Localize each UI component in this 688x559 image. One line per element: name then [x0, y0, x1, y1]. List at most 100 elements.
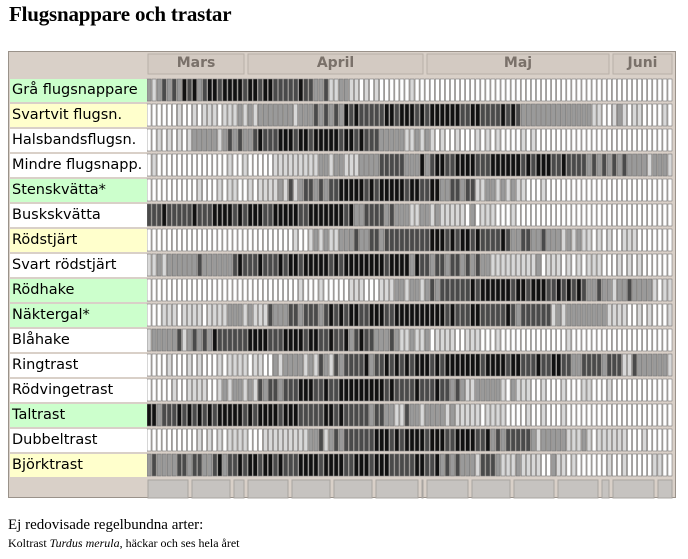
week-cell	[146, 303, 152, 327]
species-label: Rödstjärt	[10, 229, 147, 252]
week-cell	[268, 203, 273, 227]
week-cell	[647, 353, 653, 377]
week-cell	[328, 103, 334, 127]
week-cell	[612, 353, 617, 377]
week-cell	[343, 128, 349, 152]
week-cell	[151, 253, 157, 277]
week-cell	[414, 203, 420, 227]
week-cell	[404, 328, 410, 352]
week-cell	[232, 103, 238, 127]
week-cell	[333, 278, 339, 302]
week-cell	[303, 103, 309, 127]
week-cell	[156, 403, 162, 427]
week-cell	[667, 153, 673, 177]
week-cell	[505, 453, 511, 477]
week-cell	[429, 203, 435, 227]
week-cell	[197, 78, 202, 102]
week-cell	[338, 378, 344, 402]
week-cell	[526, 378, 531, 402]
week-cell	[409, 253, 415, 277]
week-cell	[354, 278, 359, 302]
week-cell	[546, 328, 551, 352]
week-cell	[450, 453, 455, 477]
week-cell	[586, 303, 592, 327]
week-cell	[283, 103, 288, 127]
week-cell	[273, 153, 278, 177]
week-cell	[561, 403, 567, 427]
week-cell	[465, 103, 470, 127]
month-juni: Juni	[627, 55, 658, 71]
week-cell	[414, 303, 420, 327]
week-cell	[359, 253, 364, 277]
week-cell	[156, 353, 162, 377]
week-cell	[318, 128, 324, 152]
week-cell	[627, 153, 632, 177]
week-cell	[359, 403, 364, 427]
week-cell	[657, 128, 663, 152]
week-cell	[561, 128, 567, 152]
week-cell	[434, 153, 440, 177]
species-label: Buskskvätta	[10, 204, 147, 227]
week-cell	[571, 353, 577, 377]
week-cell	[440, 428, 445, 452]
week-cell	[217, 428, 223, 452]
week-cell	[394, 403, 400, 427]
week-cell	[293, 178, 299, 202]
week-cell	[520, 403, 526, 427]
week-cell	[424, 78, 430, 102]
week-cell	[566, 353, 572, 377]
week-cell	[561, 178, 567, 202]
week-cell	[227, 128, 233, 152]
week-cell	[541, 428, 546, 452]
week-cell	[541, 403, 546, 427]
week-cell	[561, 353, 567, 377]
week-cell	[520, 203, 526, 227]
week-cell	[399, 253, 405, 277]
week-cell	[657, 428, 663, 452]
week-cell	[460, 428, 465, 452]
week-cell	[424, 278, 430, 302]
week-cell	[399, 78, 405, 102]
week-cell	[273, 128, 278, 152]
week-cell	[212, 178, 218, 202]
week-cell	[197, 278, 202, 302]
week-cell	[202, 353, 207, 377]
week-cell	[429, 453, 435, 477]
week-cell	[627, 303, 632, 327]
week-cell	[465, 353, 470, 377]
week-cell	[379, 278, 385, 302]
week-cell	[455, 328, 460, 352]
week-cell	[627, 378, 632, 402]
week-cell	[323, 303, 329, 327]
week-cell	[177, 303, 182, 327]
week-cell	[384, 453, 390, 477]
week-cell	[510, 203, 516, 227]
week-cell	[556, 303, 562, 327]
week-cell	[536, 178, 541, 202]
week-cell	[359, 303, 364, 327]
week-cell	[424, 153, 430, 177]
week-cell	[662, 253, 668, 277]
week-cell	[495, 403, 501, 427]
week-cell	[409, 328, 415, 352]
week-cell	[146, 228, 152, 252]
week-cell	[151, 103, 157, 127]
week-cell	[298, 303, 304, 327]
week-cell	[419, 378, 425, 402]
week-cell	[217, 328, 223, 352]
week-cell	[202, 78, 207, 102]
week-cell	[475, 203, 481, 227]
week-cell	[571, 228, 577, 252]
week-cell	[263, 303, 268, 327]
week-cell	[434, 353, 440, 377]
week-cell	[247, 178, 253, 202]
week-cell	[526, 103, 531, 127]
week-cell	[177, 203, 182, 227]
species-label: Taltrast	[10, 404, 147, 427]
week-cell	[349, 303, 354, 327]
week-cell	[328, 253, 334, 277]
week-cell	[470, 378, 476, 402]
week-cell	[338, 153, 344, 177]
week-cell	[374, 428, 379, 452]
week-cell	[591, 453, 597, 477]
